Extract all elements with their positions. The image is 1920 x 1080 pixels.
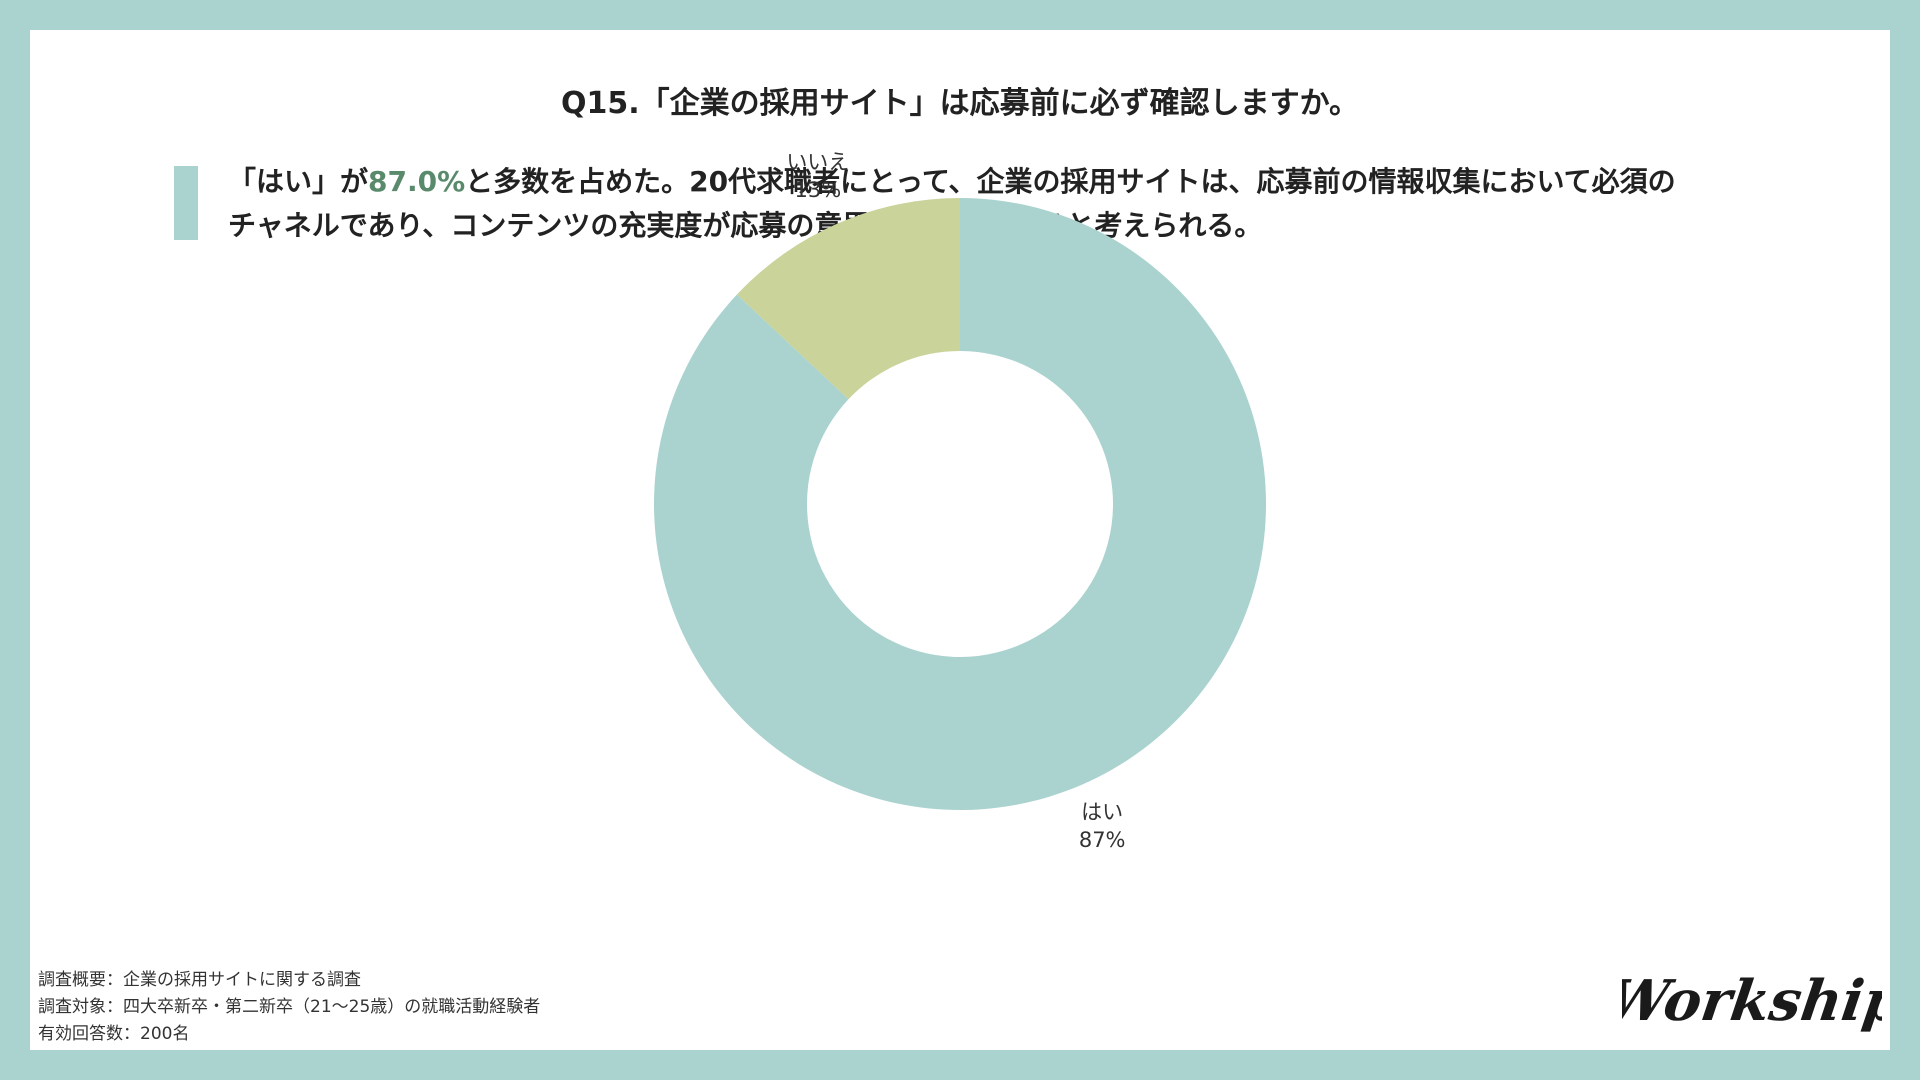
survey-footnotes: 調査概要：企業の採用サイトに関する調査 調査対象：四大卒新卒・第二新卒（21〜2… (38, 967, 540, 1048)
slice-label-value: 87% (1078, 827, 1126, 852)
slice-label-name: いいえ (786, 150, 850, 175)
logo-text: Workship (1622, 968, 1882, 1034)
donut-slice-1 (736, 198, 960, 400)
donut-slice-0 (654, 198, 1267, 810)
summary-prefix: 「はい」が (228, 165, 369, 198)
slice-label-0: はい 87% (1022, 798, 1182, 854)
page-title: Q15.「企業の採用サイト」は応募前に必ず確認しますか。 (560, 86, 1360, 121)
footnote-responses: 有効回答数：200名 (38, 1024, 190, 1044)
workship-logo: Workship (1622, 968, 1882, 1034)
footnote-overview: 調査概要：企業の採用サイトに関する調査 (38, 970, 361, 990)
slice-label-name: はい (1081, 799, 1124, 824)
summary-text: 「はい」が87.0%と多数を占めた。20代求職者にとって、企業の採用サイトは、応… (228, 160, 1848, 248)
summary-highlight: 87.0% (368, 165, 466, 198)
content-panel: Q15.「企業の採用サイト」は応募前に必ず確認しますか。 「はい」が87.0%と… (30, 30, 1890, 1050)
summary-accent-bar (174, 166, 198, 240)
footnote-target: 調査対象：四大卒新卒・第二新卒（21〜25歳）の就職活動経験者 (38, 997, 541, 1017)
donut-chart (654, 198, 1267, 810)
summary-line1-rest: と多数を占めた。20代求職者にとって、企業の採用サイトは、応募前の情報収集におい… (465, 165, 1676, 198)
slice-label-1: いいえ 13% (738, 148, 898, 204)
slice-label-value: 13% (794, 178, 842, 203)
